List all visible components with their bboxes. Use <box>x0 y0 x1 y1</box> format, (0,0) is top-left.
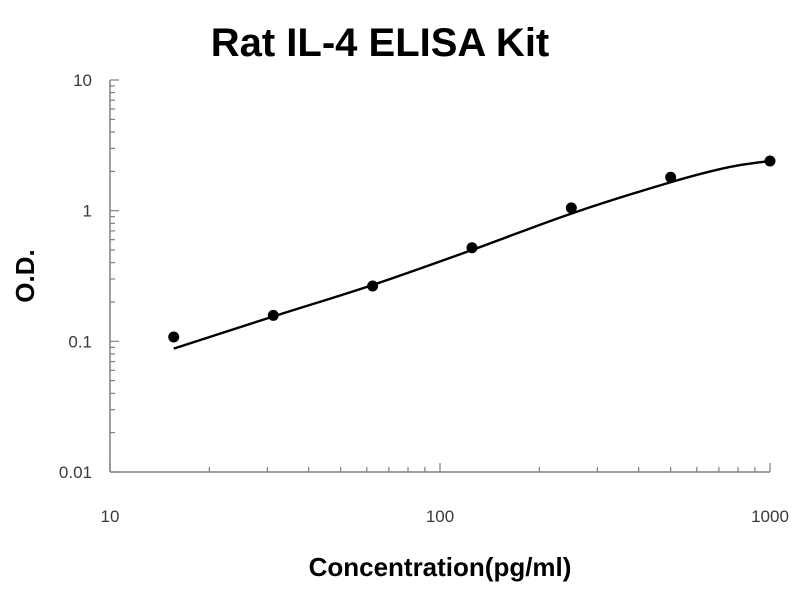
y-tick-label: 10 <box>73 71 92 90</box>
data-point <box>565 202 577 214</box>
data-point <box>168 331 180 343</box>
x-tick-label: 1000 <box>751 507 789 526</box>
chart-title: Rat IL-4 ELISA Kit <box>211 21 550 65</box>
fit-curve <box>173 159 771 350</box>
y-axis-label: O.D. <box>10 249 40 302</box>
x-tick-label: 10 <box>101 507 120 526</box>
data-point <box>466 242 478 254</box>
x-axis-label: Concentration(pg/ml) <box>309 552 572 582</box>
data-point <box>267 309 279 321</box>
x-tick-label: 100 <box>426 507 454 526</box>
data-point <box>367 280 379 292</box>
fit-curve-layer <box>173 159 771 350</box>
y-tick-label: 1 <box>83 202 92 221</box>
y-tick-label: 0.1 <box>68 332 92 351</box>
axes: 0.01 0.1 1 10 10 100 1000 <box>59 71 789 526</box>
data-point <box>764 155 776 167</box>
data-points <box>168 155 776 343</box>
y-tick-label: 0.01 <box>59 463 92 482</box>
data-point <box>665 171 677 183</box>
